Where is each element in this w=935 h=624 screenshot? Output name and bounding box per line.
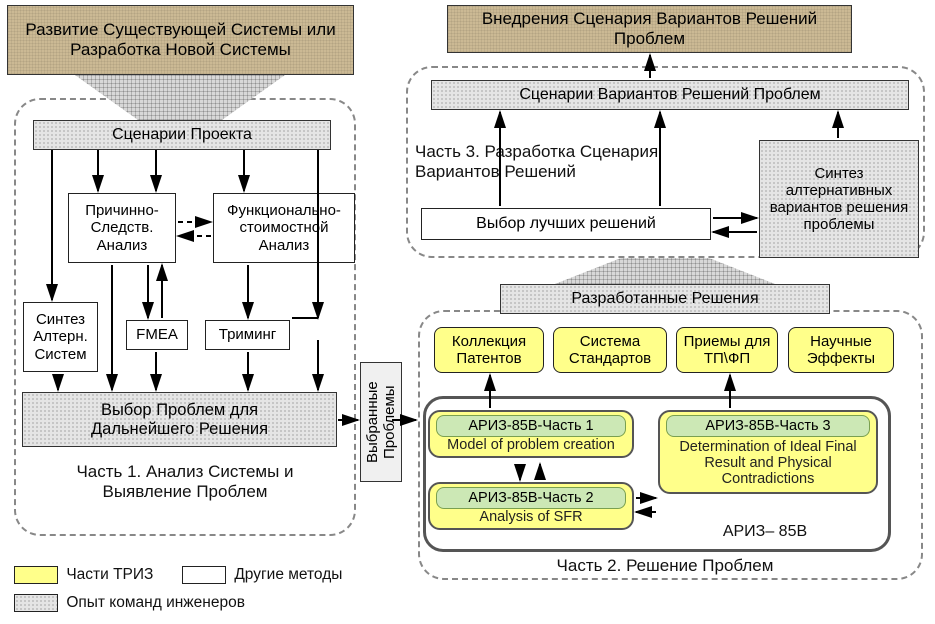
ariz-group-label-text: АРИЗ– 85В <box>723 523 807 540</box>
part1-scenarios: Сценарии Проекта <box>33 120 331 150</box>
part1-causal-text: Причинно-Следств. Анализ <box>71 202 173 254</box>
ariz-group-label: АРИЗ– 85В <box>700 522 830 541</box>
part1-fmea: FMEA <box>126 320 188 350</box>
ariz3-sub: Determination of Ideal Final Result and … <box>666 437 870 489</box>
legend-swatch-yellow <box>14 566 58 584</box>
part2-sci-effects-text: Научные Эффекты <box>791 333 891 368</box>
part1-fmea-text: FMEA <box>136 326 178 343</box>
part1-trimming-text: Триминг <box>219 326 277 343</box>
part3-scenario-variants: Сценарии Вариантов Решений Проблем <box>431 80 909 110</box>
part2-patents-text: Коллекция Патентов <box>437 333 541 368</box>
ariz3-title: АРИЗ-85В-Часть 3 <box>705 418 830 435</box>
part1-causal: Причинно-Следств. Анализ <box>68 193 176 263</box>
part3-choose-best-text: Выбор лучших решений <box>476 215 656 233</box>
part2-tricks: Приемы для ТП\ФП <box>676 327 778 373</box>
part3-synth-alt-text: Синтез алтернативных вариантов решения п… <box>764 165 914 234</box>
ariz1-header: АРИЗ-85В-Часть 1 <box>436 415 626 437</box>
part2-standards-text: Система Стандартов <box>556 333 664 368</box>
sidebar-selected-problems: Выбранные Проблемы <box>360 362 402 482</box>
ariz1-sub: Model of problem creation <box>436 437 626 453</box>
sidebar-label-text: Выбранные Проблемы <box>364 381 398 463</box>
part1-synth-alt: Синтез Алтерн. Систем <box>23 302 98 372</box>
ariz3-header: АРИЗ-85В-Часть 3 <box>666 415 870 437</box>
part3-choose-best: Выбор лучших решений <box>421 208 711 240</box>
part1-scenarios-text: Сценарии Проекта <box>112 126 252 144</box>
burlap-right: Внедрения Сценария Вариантов Решений Про… <box>447 5 852 53</box>
legend-other: Другие методы <box>182 566 412 585</box>
part2-developed: Разработанные Решения <box>500 284 830 314</box>
part1-synth-alt-text: Синтез Алтерн. Систем <box>26 311 95 363</box>
legend-swatch-white <box>182 566 226 584</box>
legend-exp: Опыт команд инженеров <box>14 594 334 613</box>
part3-title-l2: Вариантов Решений <box>415 162 576 181</box>
part3-title: Часть 3. Разработка Сценария Вариантов Р… <box>415 142 725 183</box>
part1-func-cost-text: Функционально-стоимостной Анализ <box>216 202 352 254</box>
part1-trimming: Триминг <box>205 320 290 350</box>
ariz2-header: АРИЗ-85В-Часть 2 <box>436 487 626 509</box>
part3-title-l1: Часть 3. Разработка Сценария <box>415 142 658 161</box>
part2-title: Часть 2. Решение Проблем <box>500 556 830 576</box>
legend-swatch-stipple <box>14 594 58 612</box>
ariz-card-1: АРИЗ-85В-Часть 1 Model of problem creati… <box>428 410 634 458</box>
part3-scenario-variants-text: Сценарии Вариантов Решений Проблем <box>519 86 820 104</box>
ariz-card-2: АРИЗ-85В-Часть 2 Analysis of SFR <box>428 482 634 530</box>
legend-other-text: Другие методы <box>234 566 342 583</box>
part2-standards: Система Стандартов <box>553 327 667 373</box>
ariz2-title: АРИЗ-85В-Часть 2 <box>468 490 593 507</box>
part1-func-cost: Функционально-стоимостной Анализ <box>213 193 355 263</box>
part1-title: Часть 1. Анализ Системы и Выявление Проб… <box>30 462 340 503</box>
big-arrow-up-p2 <box>555 258 775 284</box>
diagram-canvas: Развитие Существующей Системы или Разраб… <box>0 0 935 624</box>
part3-synth-alt: Синтез алтернативных вариантов решения п… <box>759 140 919 258</box>
legend-exp-text: Опыт команд инженеров <box>66 594 245 611</box>
ariz1-title: АРИЗ-85В-Часть 1 <box>468 418 593 435</box>
burlap-left-text: Развитие Существующей Системы или Разраб… <box>16 20 345 59</box>
ariz2-sub: Analysis of SFR <box>436 509 626 525</box>
part1-title-text: Часть 1. Анализ Системы и Выявление Проб… <box>76 462 293 501</box>
part2-developed-text: Разработанные Решения <box>571 290 758 308</box>
part2-patents: Коллекция Патентов <box>434 327 544 373</box>
burlap-right-text: Внедрения Сценария Вариантов Решений Про… <box>456 9 843 48</box>
ariz-card-3: АРИЗ-85В-Часть 3 Determination of Ideal … <box>658 410 878 494</box>
legend-triz-text: Части ТРИЗ <box>66 566 153 583</box>
part2-tricks-text: Приемы для ТП\ФП <box>679 333 775 368</box>
part2-title-text: Часть 2. Решение Проблем <box>557 556 774 575</box>
burlap-left: Развитие Существующей Системы или Разраб… <box>7 5 354 75</box>
part1-choose-problems-text: Выбор Проблем для Дальнейшего Решения <box>53 401 306 439</box>
part1-choose-problems: Выбор Проблем для Дальнейшего Решения <box>22 392 337 447</box>
part2-sci-effects: Научные Эффекты <box>788 327 894 373</box>
